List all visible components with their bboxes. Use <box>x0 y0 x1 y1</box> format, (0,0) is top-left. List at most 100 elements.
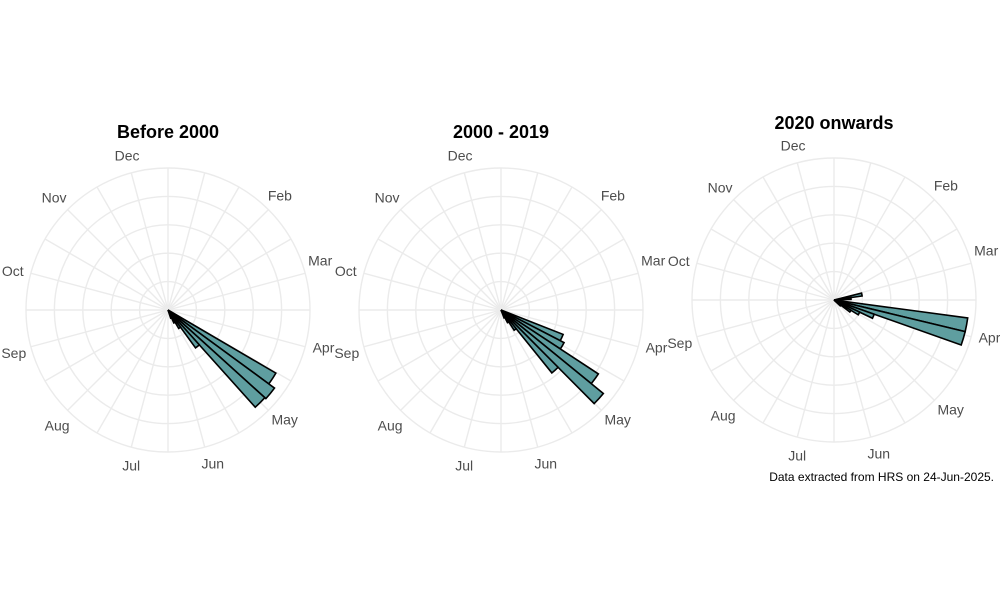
month-tick-label: Oct <box>2 263 24 279</box>
grid-spoke <box>833 299 872 438</box>
polar-bar <box>833 299 842 307</box>
grid-spoke <box>733 299 835 401</box>
panel-title: 2000 - 2019 <box>453 122 549 142</box>
month-tick-label: Oct <box>668 253 690 269</box>
grid-spoke <box>833 162 872 301</box>
polar-chart-panel: Dec Feb Mar Apr May Jun Jul Aug Sep Oct Nov 2020 on… <box>667 113 1000 464</box>
month-tick-label: Nov <box>42 190 67 206</box>
month-tick-label: May <box>604 411 630 427</box>
grid-spoke <box>696 262 835 301</box>
grid-spoke <box>833 299 935 401</box>
polar-bar <box>833 296 852 301</box>
month-tick-label: Apr <box>979 330 1000 346</box>
grid-spoke <box>167 309 306 348</box>
grid-spoke <box>463 172 502 311</box>
grid-spoke <box>796 162 835 301</box>
month-tick-label: Jul <box>788 448 806 464</box>
grid-spoke <box>500 309 639 348</box>
grid-spoke <box>167 209 269 311</box>
grid-spoke <box>130 309 169 448</box>
grid-spoke <box>833 199 935 301</box>
polar-chart-panel: Dec Feb Mar Apr May Jun Jul Aug Sep Oct Nov Before … <box>1 122 334 474</box>
polar-bar <box>167 309 276 400</box>
grid-spoke <box>167 272 306 311</box>
grid-spoke <box>363 309 502 348</box>
grid-spoke <box>400 309 502 411</box>
grid-spoke <box>796 299 835 438</box>
month-tick-label: Apr <box>646 340 668 356</box>
month-tick-label: Sep <box>667 335 692 351</box>
grid-spoke <box>44 309 169 382</box>
month-tick-label: Nov <box>375 190 400 206</box>
month-tick-label: Sep <box>334 345 359 361</box>
month-tick-label: Feb <box>934 178 958 194</box>
polar-bar <box>167 309 173 320</box>
month-tick-label: Aug <box>378 417 403 433</box>
month-tick-label: Nov <box>708 180 733 196</box>
month-tick-label: Oct <box>335 263 357 279</box>
grid-spoke <box>377 238 502 311</box>
month-tick-label: Aug <box>45 417 70 433</box>
polar-bar <box>500 309 560 375</box>
month-tick-label: Mar <box>974 243 998 259</box>
grid-spoke <box>96 309 169 434</box>
month-tick-label: May <box>271 411 297 427</box>
grid-spoke <box>30 309 169 348</box>
grid-spoke <box>500 209 602 311</box>
grid-spoke <box>762 299 835 424</box>
month-tick-label: Dec <box>448 147 473 163</box>
grid-spoke <box>167 309 240 434</box>
grid-spoke <box>833 299 906 424</box>
grid-spoke <box>696 299 835 338</box>
month-tick-label: Dec <box>781 137 806 153</box>
month-tick-label: Feb <box>268 188 292 204</box>
month-tick-label: Feb <box>601 188 625 204</box>
data-source-caption: Data extracted from HRS on 24-Jun-2025. <box>769 470 994 484</box>
month-tick-label: Mar <box>641 253 665 269</box>
grid-spoke <box>67 309 169 411</box>
month-tick-label: Jun <box>202 456 225 472</box>
grid-spoke <box>130 172 169 311</box>
polar-bar <box>167 309 266 409</box>
grid-spoke <box>500 309 539 448</box>
grid-spoke <box>463 309 502 448</box>
grid-spoke <box>377 309 502 382</box>
grid-spoke <box>710 228 835 301</box>
grid-spoke <box>167 172 206 311</box>
grid-spoke <box>500 272 639 311</box>
grid-spoke <box>733 199 835 301</box>
month-tick-label: Jul <box>122 458 140 474</box>
grid-spoke <box>500 309 573 434</box>
month-tick-label: May <box>937 401 963 417</box>
panel-title: Before 2000 <box>117 122 219 142</box>
grid-spoke <box>833 176 906 301</box>
grid-spoke <box>500 238 625 311</box>
grid-spoke <box>400 209 502 311</box>
grid-spoke <box>167 238 292 311</box>
month-tick-label: Dec <box>115 147 140 163</box>
month-tick-label: Jun <box>535 456 558 472</box>
grid-spoke <box>762 176 835 301</box>
month-tick-label: Mar <box>308 253 332 269</box>
grid-spoke <box>500 186 573 311</box>
polar-bar <box>500 309 506 319</box>
grid-spoke <box>429 309 502 434</box>
grid-spoke <box>363 272 502 311</box>
grid-spoke <box>67 209 169 311</box>
grid-spoke <box>96 186 169 311</box>
month-tick-label: Jul <box>455 458 473 474</box>
grid-spoke <box>429 186 502 311</box>
month-tick-label: Aug <box>711 407 736 423</box>
month-tick-label: Apr <box>313 340 335 356</box>
polar-chart-panel: Dec Feb Mar Apr May Jun Jul Aug Sep Oct Nov 2000 - … <box>334 122 667 474</box>
grid-spoke <box>30 272 169 311</box>
grid-spoke <box>167 309 206 448</box>
grid-spoke <box>500 172 539 311</box>
polar-bar <box>500 309 605 405</box>
panel-title: 2020 onwards <box>774 113 893 133</box>
grid-spoke <box>167 186 240 311</box>
grid-spoke <box>710 299 835 372</box>
month-tick-label: Sep <box>1 345 26 361</box>
month-tick-label: Jun <box>868 446 891 462</box>
